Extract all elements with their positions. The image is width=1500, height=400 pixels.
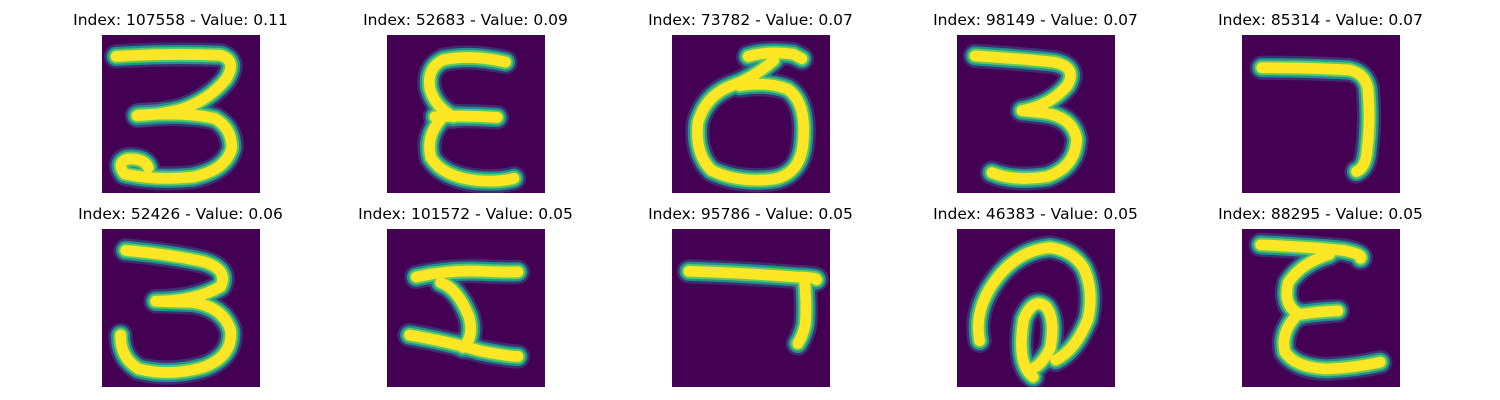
panel: Index: 88295 - Value: 0.05 [1178, 205, 1463, 387]
digit-image [387, 35, 545, 193]
digit-image [672, 35, 830, 193]
glyph-stroke [692, 55, 810, 186]
panel-title: Index: 88295 - Value: 0.05 [1218, 205, 1423, 223]
glyph-stroke [683, 265, 822, 286]
glyph-stroke [742, 47, 808, 65]
digit-image [102, 229, 260, 387]
panel-title: Index: 95786 - Value: 0.05 [648, 205, 853, 223]
panel: Index: 73782 - Value: 0.07 [608, 11, 893, 193]
panel: Index: 52683 - Value: 0.09 [323, 11, 608, 193]
digit-image [1242, 35, 1400, 193]
panel: Index: 107558 - Value: 0.11 [38, 11, 323, 193]
digit-image [1242, 229, 1400, 387]
glyph-stroke [424, 114, 520, 187]
panel: Index: 101572 - Value: 0.05 [323, 205, 608, 387]
panel-title: Index: 46383 - Value: 0.05 [933, 205, 1138, 223]
panel: Index: 85314 - Value: 0.07 [1178, 11, 1463, 193]
digit-image [957, 229, 1115, 387]
panel-title: Index: 52683 - Value: 0.09 [363, 11, 568, 29]
digit-image [957, 35, 1115, 193]
panel: Index: 95786 - Value: 0.05 [608, 205, 893, 387]
panel-title: Index: 98149 - Value: 0.07 [933, 11, 1138, 29]
digit-image [672, 229, 830, 387]
panel: Index: 46383 - Value: 0.05 [893, 205, 1178, 387]
glyph-stroke [423, 52, 511, 123]
glyph-stroke [115, 108, 238, 184]
panel: Index: 52426 - Value: 0.06 [38, 205, 323, 387]
panel-title: Index: 85314 - Value: 0.07 [1218, 11, 1423, 29]
digit-image [102, 35, 260, 193]
panel-title: Index: 107558 - Value: 0.11 [73, 11, 288, 29]
glyph-stroke [404, 329, 524, 362]
glyph-stroke [792, 275, 812, 349]
panel-title: Index: 101572 - Value: 0.05 [358, 205, 573, 223]
glyph-stroke [115, 245, 237, 378]
glyph-stroke [1255, 239, 1367, 264]
glyph-stroke [1278, 311, 1386, 375]
glyph-stroke [1281, 249, 1335, 320]
glyph-stroke [969, 50, 1082, 184]
glyph-stroke [435, 277, 477, 353]
panel-title: Index: 73782 - Value: 0.07 [648, 11, 853, 29]
glyph-stroke [1016, 298, 1058, 383]
digit-image [387, 229, 545, 387]
panel-title: Index: 52426 - Value: 0.06 [78, 205, 283, 223]
glyph-stroke [972, 242, 1096, 366]
glyph-stroke [1256, 62, 1375, 177]
panel: Index: 98149 - Value: 0.07 [893, 11, 1178, 193]
glyph-stroke [410, 265, 524, 283]
glyph-stroke [1291, 305, 1344, 321]
